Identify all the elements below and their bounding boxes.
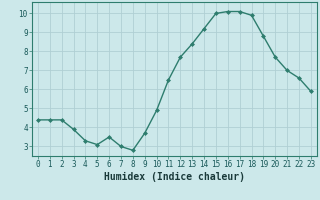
X-axis label: Humidex (Indice chaleur): Humidex (Indice chaleur) [104,172,245,182]
